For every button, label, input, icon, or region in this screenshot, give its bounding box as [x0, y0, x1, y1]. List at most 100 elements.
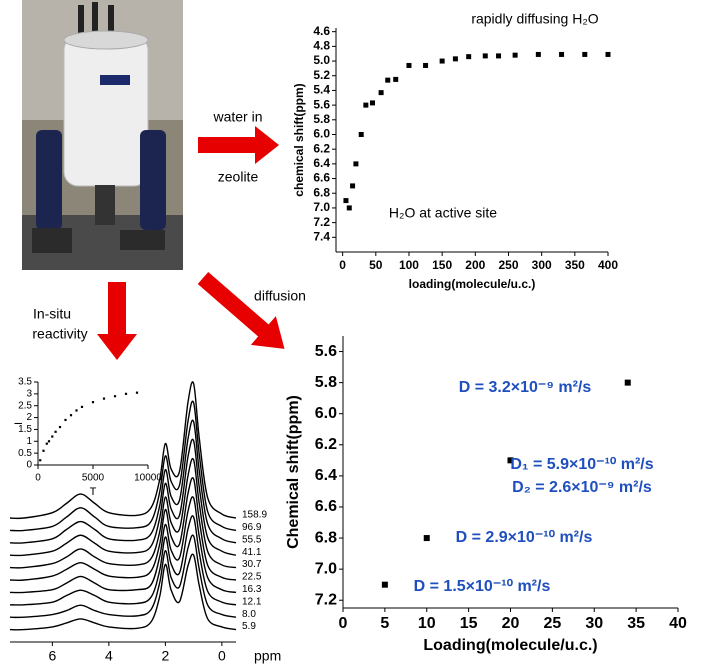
point	[353, 161, 359, 167]
point	[135, 391, 139, 394]
point	[113, 395, 117, 398]
point	[91, 401, 95, 404]
point	[378, 90, 384, 96]
point	[51, 435, 54, 438]
point	[482, 53, 488, 59]
y-tick-label: 3	[26, 388, 32, 399]
spectrum	[9, 496, 237, 594]
point	[535, 51, 541, 57]
x-axis-label: Loading(molecule/u.c.)	[423, 637, 597, 654]
point	[369, 100, 375, 106]
annotation: rapidly diffusing H₂O	[471, 11, 598, 27]
y-tick-label: 7.0	[315, 560, 337, 577]
y-tick-label: 4.6	[313, 24, 330, 38]
x-tick-label: 0	[339, 258, 346, 272]
point	[39, 459, 42, 462]
annotation: H₂O at active site	[389, 205, 497, 221]
x-tick-label: 40	[669, 615, 687, 632]
point	[423, 62, 429, 68]
annotation: D = 2.9×10⁻¹⁰ m²/s	[456, 529, 593, 546]
y-tick-label: 7.4	[313, 229, 330, 243]
point	[45, 442, 48, 445]
y-tick-label: 5.6	[315, 343, 337, 360]
y-tick-label: 6.8	[313, 185, 330, 199]
y-tick-label: 1.5	[18, 424, 32, 435]
x-tick-label: 0	[218, 648, 226, 664]
y-tick-label: 6.6	[313, 171, 330, 185]
series-label: 41.1	[242, 547, 262, 558]
x-tick-label: 10	[418, 615, 436, 632]
x-axis-label: ppm	[254, 648, 281, 664]
y-tick-label: 5.4	[313, 83, 330, 97]
y-tick-label: 5.6	[313, 97, 330, 111]
x-tick-label: 350	[565, 258, 585, 272]
x-axis-label: T	[90, 486, 97, 498]
x-tick-label: 5000	[82, 473, 105, 484]
x-tick-label: 6	[48, 648, 56, 664]
arrows	[97, 126, 285, 360]
point	[507, 457, 514, 464]
arrow-label: In-situ	[33, 306, 71, 322]
spectrum	[9, 438, 237, 557]
point	[54, 430, 57, 433]
point	[363, 102, 369, 108]
y-tick-label: 6.6	[315, 498, 337, 515]
y-tick-label: 7.2	[315, 591, 337, 608]
annotation: D = 3.2×10⁻⁹ m²/s	[459, 379, 592, 396]
point	[69, 414, 73, 417]
series-label: 158.9	[242, 510, 267, 521]
point	[346, 205, 352, 211]
point	[343, 198, 349, 204]
y-tick-label: 0.5	[18, 448, 32, 459]
point	[466, 54, 472, 60]
annotation: D₂ = 2.6×10⁻⁹ m²/s	[512, 479, 652, 496]
point	[605, 51, 611, 57]
spectrum	[9, 553, 237, 631]
x-tick-label: 150	[432, 258, 452, 272]
arrow-label: water in	[212, 109, 262, 125]
y-tick-label: 6.2	[315, 436, 337, 453]
y-tick-label: 0	[26, 460, 32, 471]
point	[385, 77, 391, 83]
point	[496, 53, 502, 59]
series-label: 16.3	[242, 584, 262, 595]
x-tick-label: 300	[532, 258, 552, 272]
y-axis-label: I	[13, 422, 25, 425]
point	[393, 76, 399, 82]
y-tick-label: 5.8	[313, 112, 330, 126]
y-tick-label: 6.0	[313, 127, 330, 141]
arrow-label: diffusion	[254, 288, 306, 304]
x-tick-label: 10000	[134, 473, 162, 484]
series-label: 22.5	[242, 572, 262, 583]
point	[423, 535, 430, 542]
spectrum	[9, 515, 237, 606]
y-tick-label: 7.2	[313, 215, 330, 229]
photo	[22, 0, 183, 270]
x-tick-label: 35	[627, 615, 645, 632]
x-tick-label: 30	[585, 615, 603, 632]
y-tick-label: 1	[26, 436, 32, 447]
y-tick-label: 6.4	[313, 156, 330, 170]
point	[42, 449, 45, 452]
point	[124, 392, 128, 395]
annotation: D = 1.5×10⁻¹⁰ m²/s	[414, 578, 551, 595]
point	[358, 131, 364, 137]
y-tick-label: 5.2	[313, 68, 330, 82]
y-tick-label: 3.5	[18, 377, 32, 388]
arrow-label: reactivity	[32, 326, 87, 342]
x-tick-label: 400	[598, 258, 618, 272]
x-tick-label: 25	[543, 615, 561, 632]
x-tick-label: 200	[465, 258, 485, 272]
point	[64, 418, 67, 422]
point	[512, 52, 518, 58]
point	[406, 62, 412, 68]
point	[58, 425, 62, 429]
series-label: 30.7	[242, 559, 262, 570]
y-axis-label: Chemical shift(ppm)	[285, 395, 302, 549]
spectrum	[9, 400, 237, 532]
x-tick-label: 4	[105, 648, 113, 664]
point	[80, 405, 84, 408]
y-tick-label: 2.5	[18, 400, 32, 411]
arrow-label: zeolite	[218, 169, 259, 185]
